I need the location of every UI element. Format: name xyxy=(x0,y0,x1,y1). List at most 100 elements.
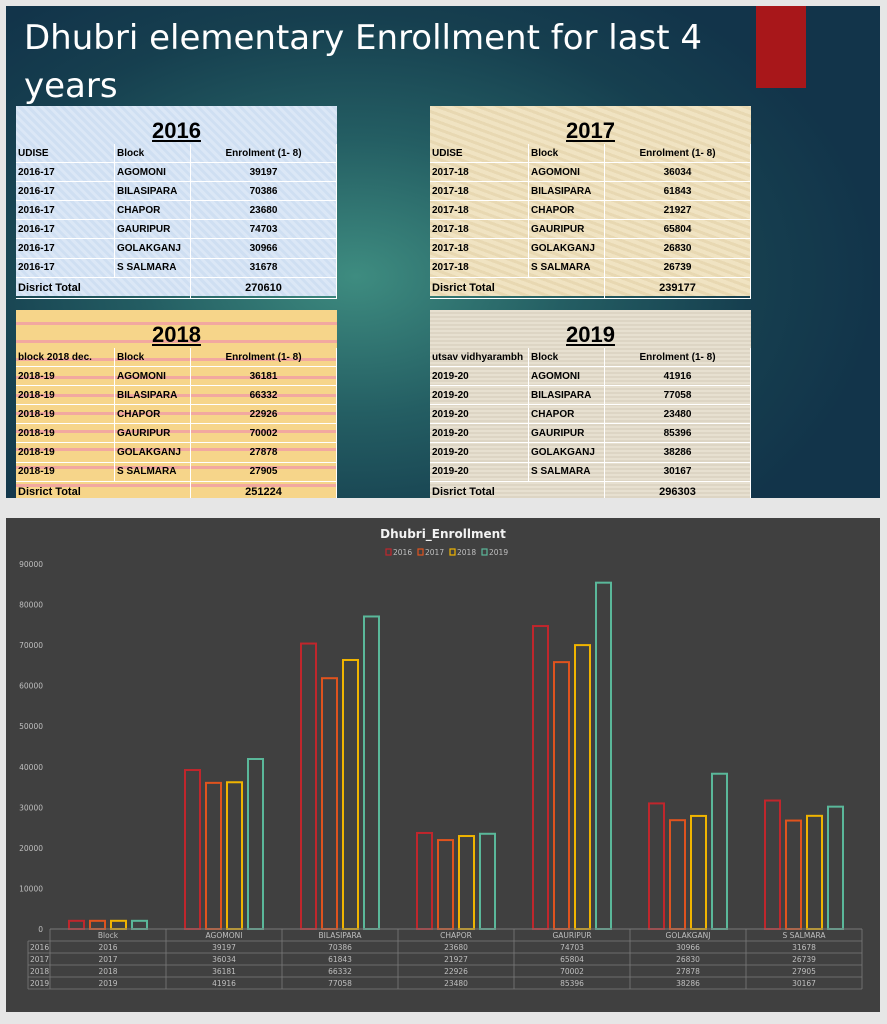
data-table-value: 77058 xyxy=(328,979,352,988)
table-row: 2019-20 GAURIPUR 85396 xyxy=(430,423,751,444)
district-total-row: Disrict Total 251224 xyxy=(16,481,337,498)
header-enrolment: Enrolment (1- 8) xyxy=(190,144,337,164)
cell-enrolment: 23480 xyxy=(604,404,751,425)
district-total-value: 296303 xyxy=(604,481,751,498)
cell-enrolment: 26739 xyxy=(604,258,751,278)
table-header-row: UDISE Block Enrolment (1- 8) xyxy=(16,144,337,164)
year-heading: 2018 xyxy=(152,322,201,347)
legend-label-2018: 2018 xyxy=(457,548,476,557)
table-row: 2018-19 GAURIPUR 70002 xyxy=(16,423,337,444)
cell-udise: 2017-18 xyxy=(430,181,529,202)
cell-enrolment: 23680 xyxy=(190,200,337,221)
table-row: 2016-17 CHAPOR 23680 xyxy=(16,200,337,221)
data-table-value: 30966 xyxy=(676,943,700,952)
panel-year-title: 2019 xyxy=(430,310,751,348)
y-tick-label: 20000 xyxy=(19,844,43,853)
y-tick-label: 10000 xyxy=(19,884,43,893)
data-table-value: 21927 xyxy=(444,955,468,964)
data-table-series-label: 2018 xyxy=(30,967,49,976)
bar-2019-chapor xyxy=(479,832,496,930)
enrolment-table: UDISE Block Enrolment (1- 8) 2016-17 AGOMONI… xyxy=(16,144,337,299)
cell-enrolment: 30966 xyxy=(190,238,337,259)
bar-2018-block xyxy=(110,919,127,930)
cell-enrolment: 27905 xyxy=(190,462,337,482)
cell-enrolment: 31678 xyxy=(190,258,337,278)
table-header-row: block 2018 dec. Block Enrolment (1- 8) xyxy=(16,348,337,368)
legend-swatch-2018 xyxy=(449,548,456,556)
bar-2017-block xyxy=(89,919,106,931)
cell-enrolment: 66332 xyxy=(190,385,337,406)
district-total-row: Disrict Total 239177 xyxy=(430,277,751,299)
legend-label-2016: 2016 xyxy=(393,548,412,557)
y-tick-label: 50000 xyxy=(19,722,43,731)
data-table-value: 74703 xyxy=(560,943,584,952)
cell-block: AGOMONI xyxy=(528,162,605,183)
cell-enrolment: 70002 xyxy=(190,423,337,444)
table-header-row: UDISE Block Enrolment (1- 8) xyxy=(430,144,751,164)
cell-block: S SALMARA xyxy=(528,462,605,482)
x-category-label: GAURIPUR xyxy=(552,931,591,940)
cell-udise: 2016-17 xyxy=(16,162,115,183)
bar-2019-gauripur xyxy=(595,581,612,930)
bar-2018-gauripur xyxy=(574,644,591,930)
cell-enrolment: 21927 xyxy=(604,200,751,221)
data-table-value: 85396 xyxy=(560,979,584,988)
cell-block: CHAPOR xyxy=(528,200,605,221)
table-row: 2018-19 CHAPOR 22926 xyxy=(16,404,337,425)
x-category-label: CHAPOR xyxy=(440,931,472,940)
bar-2019-s-salmara xyxy=(827,805,844,931)
data-table-value: 23480 xyxy=(444,979,468,988)
enrollment-chart: Dhubri_Enrollment 2016 2017 2018 2019 0 10000 2… xyxy=(6,518,880,1012)
district-total-label: Disrict Total xyxy=(430,277,605,299)
bar-2018-chapor xyxy=(458,835,475,931)
cell-udise: 2017-18 xyxy=(430,200,529,221)
cell-enrolment: 65804 xyxy=(604,219,751,240)
bar-2016-block xyxy=(68,919,85,931)
cell-udise: 2019-20 xyxy=(430,366,529,387)
panel-year-title: 2017 xyxy=(430,106,751,144)
cell-udise: 2018-19 xyxy=(16,385,115,406)
panel-year-title: 2016 xyxy=(16,106,337,144)
table-row: 2019-20 BILASIPARA 77058 xyxy=(430,385,751,406)
data-table-value: 26830 xyxy=(676,955,700,964)
data-table-value: 31678 xyxy=(792,943,816,952)
table-row: 2016-17 BILASIPARA 70386 xyxy=(16,181,337,202)
cell-udise: 2017-18 xyxy=(430,162,529,183)
table-row: 2018-19 BILASIPARA 66332 xyxy=(16,385,337,406)
data-table-value: 39197 xyxy=(212,943,236,952)
bar-2016-chapor xyxy=(416,831,433,930)
district-total-label: Disrict Total xyxy=(16,277,191,299)
legend-swatch-2019 xyxy=(481,548,488,556)
header-block: Block xyxy=(528,348,605,368)
y-tick-label: 40000 xyxy=(19,763,43,772)
y-tick-label: 30000 xyxy=(19,803,43,812)
enrolment-table: UDISE Block Enrolment (1- 8) 2017-18 AGOMONI… xyxy=(430,144,751,299)
data-table-value: 27905 xyxy=(792,967,816,976)
table-row: 2018-19 S SALMARA 27905 xyxy=(16,462,337,482)
cell-enrolment: 61843 xyxy=(604,181,751,202)
district-total-label: Disrict Total xyxy=(16,481,191,498)
district-total-row: Disrict Total 270610 xyxy=(16,277,337,299)
cell-udise: 2019-20 xyxy=(430,462,529,482)
bar-2019-bilasipara xyxy=(363,615,380,930)
table-row: 2018-19 GOLAKGANJ 27878 xyxy=(16,442,337,463)
header-enrolment: Enrolment (1- 8) xyxy=(604,348,751,368)
table-row: 2017-18 CHAPOR 21927 xyxy=(430,200,751,221)
cell-block: GOLAKGANJ xyxy=(528,442,605,463)
enrolment-table: block 2018 dec. Block Enrolment (1- 8) 2018… xyxy=(16,348,337,498)
table-row: 2017-18 S SALMARA 26739 xyxy=(430,258,751,278)
table-row: 2019-20 S SALMARA 30167 xyxy=(430,462,751,482)
legend-label-2019: 2019 xyxy=(489,548,508,557)
y-tick-label: 60000 xyxy=(19,682,43,691)
cell-enrolment: 22926 xyxy=(190,404,337,425)
bar-2016-gauripur xyxy=(532,625,549,930)
cell-udise: 2016-17 xyxy=(16,181,115,202)
legend-swatch-2016 xyxy=(385,548,392,556)
header-udise: utsav vidhyarambh xyxy=(430,348,529,368)
cell-udise: 2016-17 xyxy=(16,200,115,221)
header-enrolment: Enrolment (1- 8) xyxy=(604,144,751,164)
table-panel-2018: 2018 block 2018 dec. Block Enrolment (1- 8)… xyxy=(16,310,337,498)
data-table-value: 38286 xyxy=(676,979,700,988)
cell-enrolment: 36034 xyxy=(604,162,751,183)
cell-udise: 2018-19 xyxy=(16,366,115,387)
